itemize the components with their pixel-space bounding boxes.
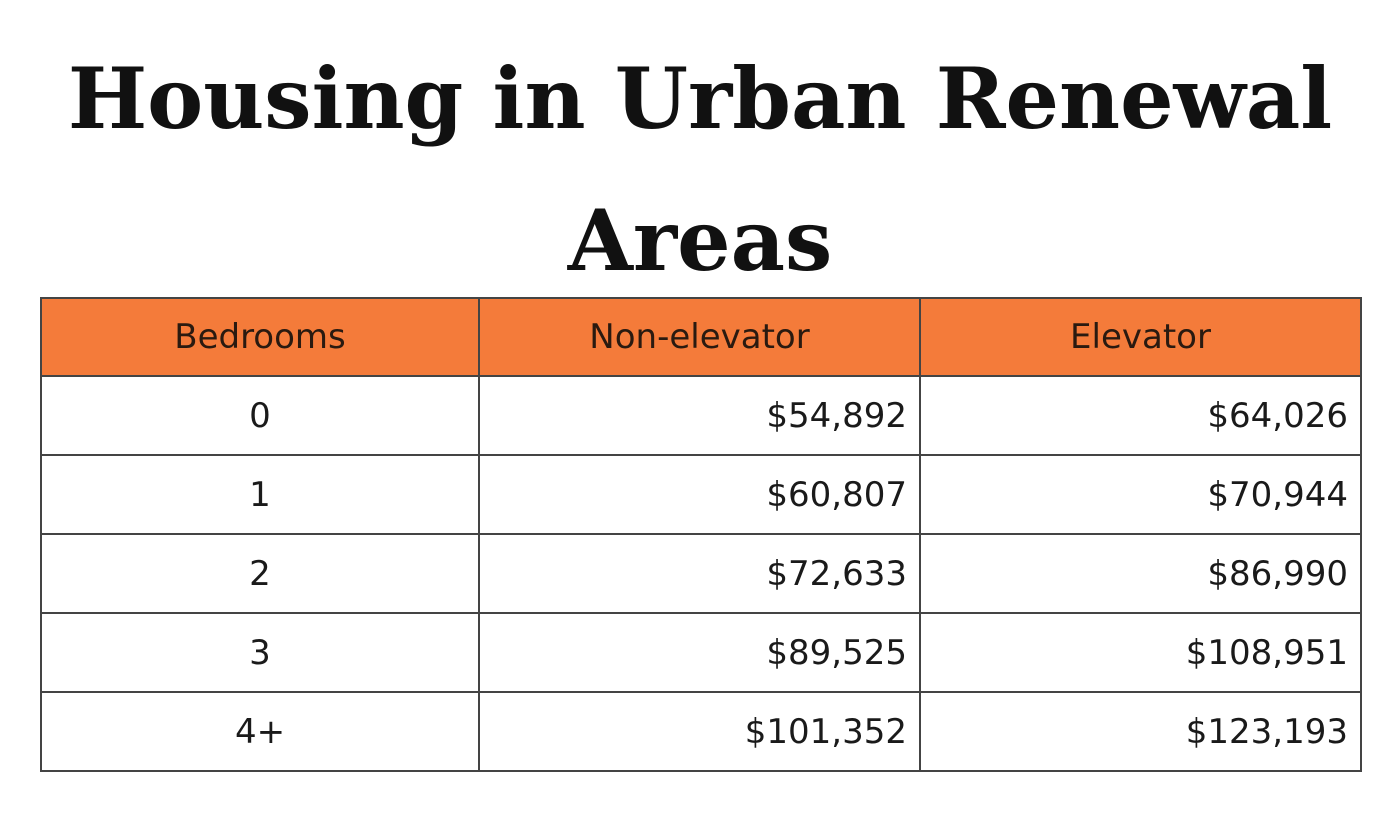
non-elevator-cell: $60,807: [478, 454, 921, 535]
table-header: Bedrooms Non-elevator Elevator: [40, 297, 1362, 377]
income-limits-table-container: Bedrooms Non-elevator Elevator 0 $54,892…: [40, 297, 1362, 772]
non-elevator-cell: $72,633: [478, 533, 921, 614]
table-row: 4+ $101,352 $123,193: [40, 691, 1362, 772]
table-row: 2 $72,633 $86,990: [40, 533, 1362, 614]
table-row: 3 $89,525 $108,951: [40, 612, 1362, 693]
income-limits-table: Bedrooms Non-elevator Elevator 0 $54,892…: [40, 297, 1362, 772]
elevator-cell: $70,944: [919, 454, 1362, 535]
column-header-non-elevator: Non-elevator: [478, 297, 921, 377]
non-elevator-cell: $89,525: [478, 612, 921, 693]
bedrooms-cell: 3: [40, 612, 480, 693]
page-title: Housing in Urban Renewal Areas: [67, 49, 1333, 290]
header-row: Bedrooms Non-elevator Elevator: [40, 297, 1362, 377]
non-elevator-cell: $54,892: [478, 375, 921, 456]
column-header-elevator: Elevator: [919, 297, 1362, 377]
table-row: 0 $54,892 $64,026: [40, 375, 1362, 456]
bedrooms-cell: 2: [40, 533, 480, 614]
table-body: 0 $54,892 $64,026 1 $60,807 $70,944 2 $7…: [40, 375, 1362, 772]
elevator-cell: $123,193: [919, 691, 1362, 772]
bedrooms-cell: 4+: [40, 691, 480, 772]
bedrooms-cell: 0: [40, 375, 480, 456]
elevator-cell: $108,951: [919, 612, 1362, 693]
elevator-cell: $86,990: [919, 533, 1362, 614]
elevator-cell: $64,026: [919, 375, 1362, 456]
bedrooms-cell: 1: [40, 454, 480, 535]
column-header-bedrooms: Bedrooms: [40, 297, 480, 377]
non-elevator-cell: $101,352: [478, 691, 921, 772]
table-row: 1 $60,807 $70,944: [40, 454, 1362, 535]
